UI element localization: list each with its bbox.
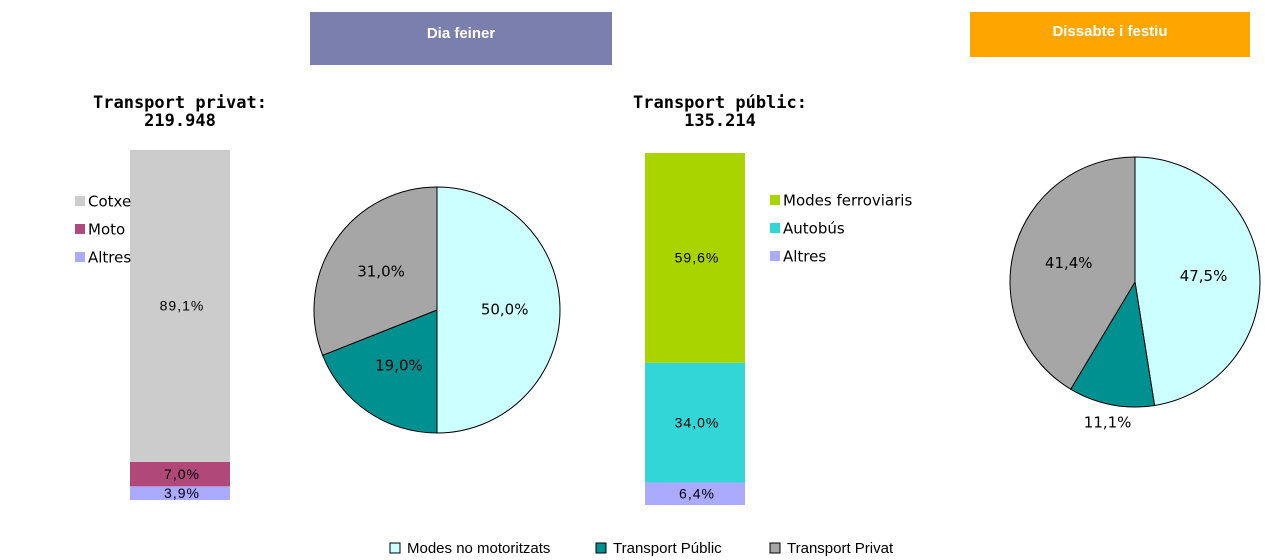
bar-segment	[645, 362, 745, 483]
pie-slice	[1009, 156, 1136, 390]
data-label: 19,0%	[375, 356, 423, 374]
bar-segment	[130, 150, 230, 462]
legend-swatch	[389, 542, 401, 554]
pie-slice	[321, 309, 438, 434]
chart-title: 135.214	[684, 111, 756, 131]
legend-label: Transport Públic	[613, 540, 722, 557]
legend-label: Moto	[88, 221, 125, 239]
data-label: 34,0%	[675, 414, 720, 430]
bar-segment	[130, 486, 230, 500]
legend-label: Transport Privat	[787, 540, 894, 557]
data-label: 41,4%	[1045, 254, 1093, 272]
pie-slice	[436, 186, 561, 434]
header-weekday: Dia feiner	[427, 25, 496, 42]
legend-label: Altres	[783, 248, 826, 266]
chart-title: 219.948	[144, 111, 216, 131]
legend-swatch	[75, 196, 85, 206]
legend-swatch	[769, 542, 781, 554]
data-label: 31,0%	[357, 262, 405, 280]
legend-label: Modes no motoritzats	[407, 540, 550, 557]
legend-label: Modes ferroviaris	[783, 192, 912, 210]
data-label: 3,9%	[164, 485, 200, 501]
data-label: 59,6%	[675, 250, 720, 266]
pie-slice	[313, 186, 438, 356]
legend-swatch	[75, 252, 85, 262]
data-label: 11,1%	[1084, 414, 1132, 432]
legend-swatch	[595, 542, 607, 554]
chart-title: Transport públic:	[633, 93, 807, 113]
legend-swatch	[770, 251, 780, 261]
legend-label: Altres	[88, 249, 131, 267]
bar-segment	[645, 153, 745, 363]
bar-segment	[645, 482, 745, 505]
bar-segment	[130, 461, 230, 487]
data-label: 7,0%	[164, 466, 200, 482]
header-weekend: Dissabte i festiu	[1052, 23, 1167, 40]
legend-swatch	[770, 195, 780, 205]
legend-label: Cotxe	[88, 193, 131, 211]
data-label: 50,0%	[481, 301, 529, 319]
pie-slice	[1134, 156, 1261, 407]
legend-swatch	[75, 224, 85, 234]
legend-label: Autobús	[783, 220, 845, 238]
header-box	[310, 12, 612, 65]
legend-swatch	[770, 223, 780, 233]
data-label: 47,5%	[1180, 267, 1228, 285]
pie-slice	[1070, 280, 1156, 408]
data-label: 6,4%	[679, 485, 715, 501]
chart-title: Transport privat:	[93, 93, 267, 113]
header-box	[970, 12, 1250, 57]
data-label: 89,1%	[160, 298, 205, 314]
